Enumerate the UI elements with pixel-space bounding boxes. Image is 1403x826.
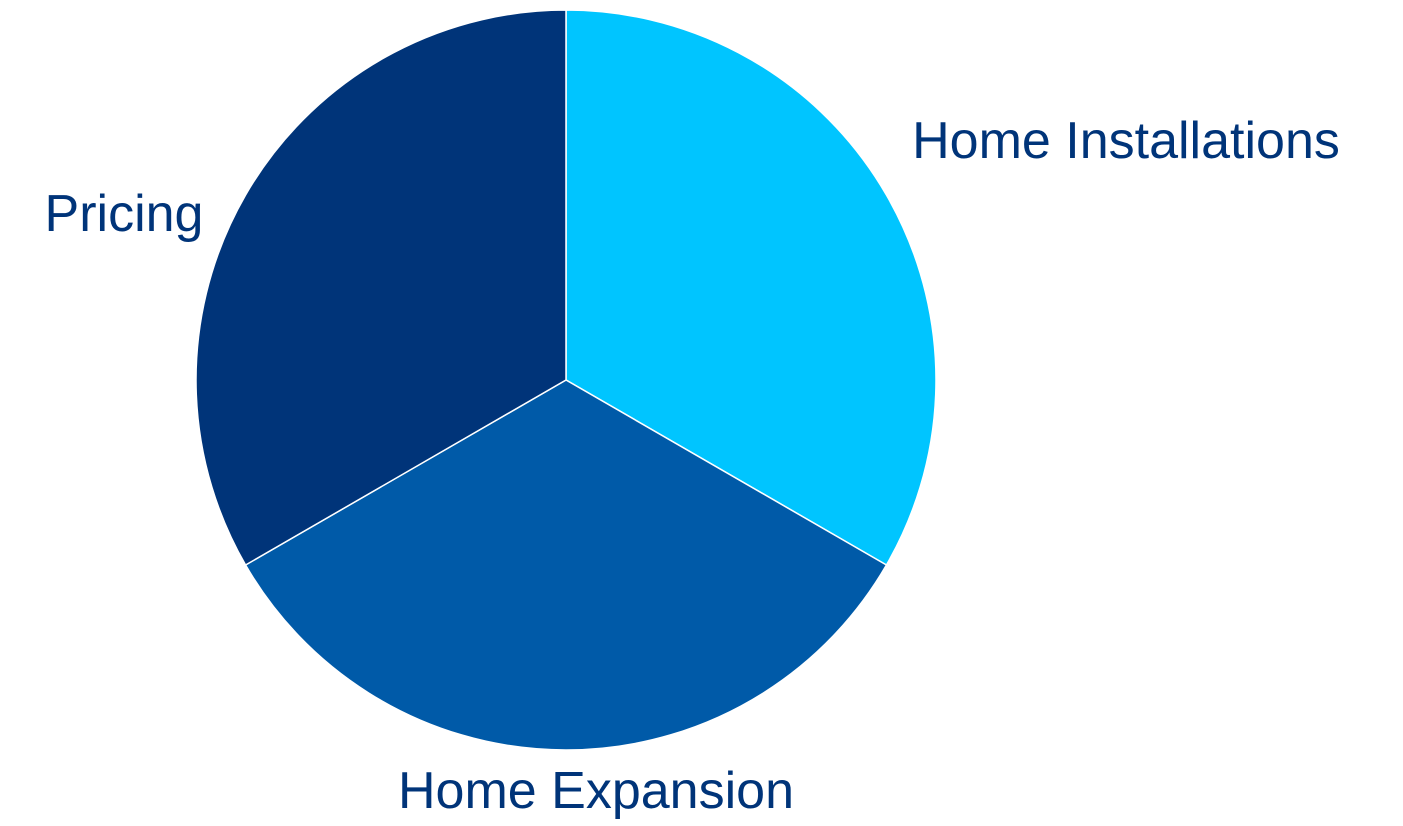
- slice-label-pricing: Pricing: [45, 185, 204, 243]
- pie-slice-home-installations: [565, 9, 937, 567]
- pie-labels: Home Installations Home Expansion Pricin…: [45, 112, 1340, 820]
- pie-slice-pricing: [195, 9, 567, 567]
- slice-label-home-installations: Home Installations: [912, 112, 1340, 170]
- pie-slices: [195, 9, 937, 751]
- pie-slice-home-expansion: [244, 379, 888, 751]
- slice-label-home-expansion: Home Expansion: [398, 762, 794, 820]
